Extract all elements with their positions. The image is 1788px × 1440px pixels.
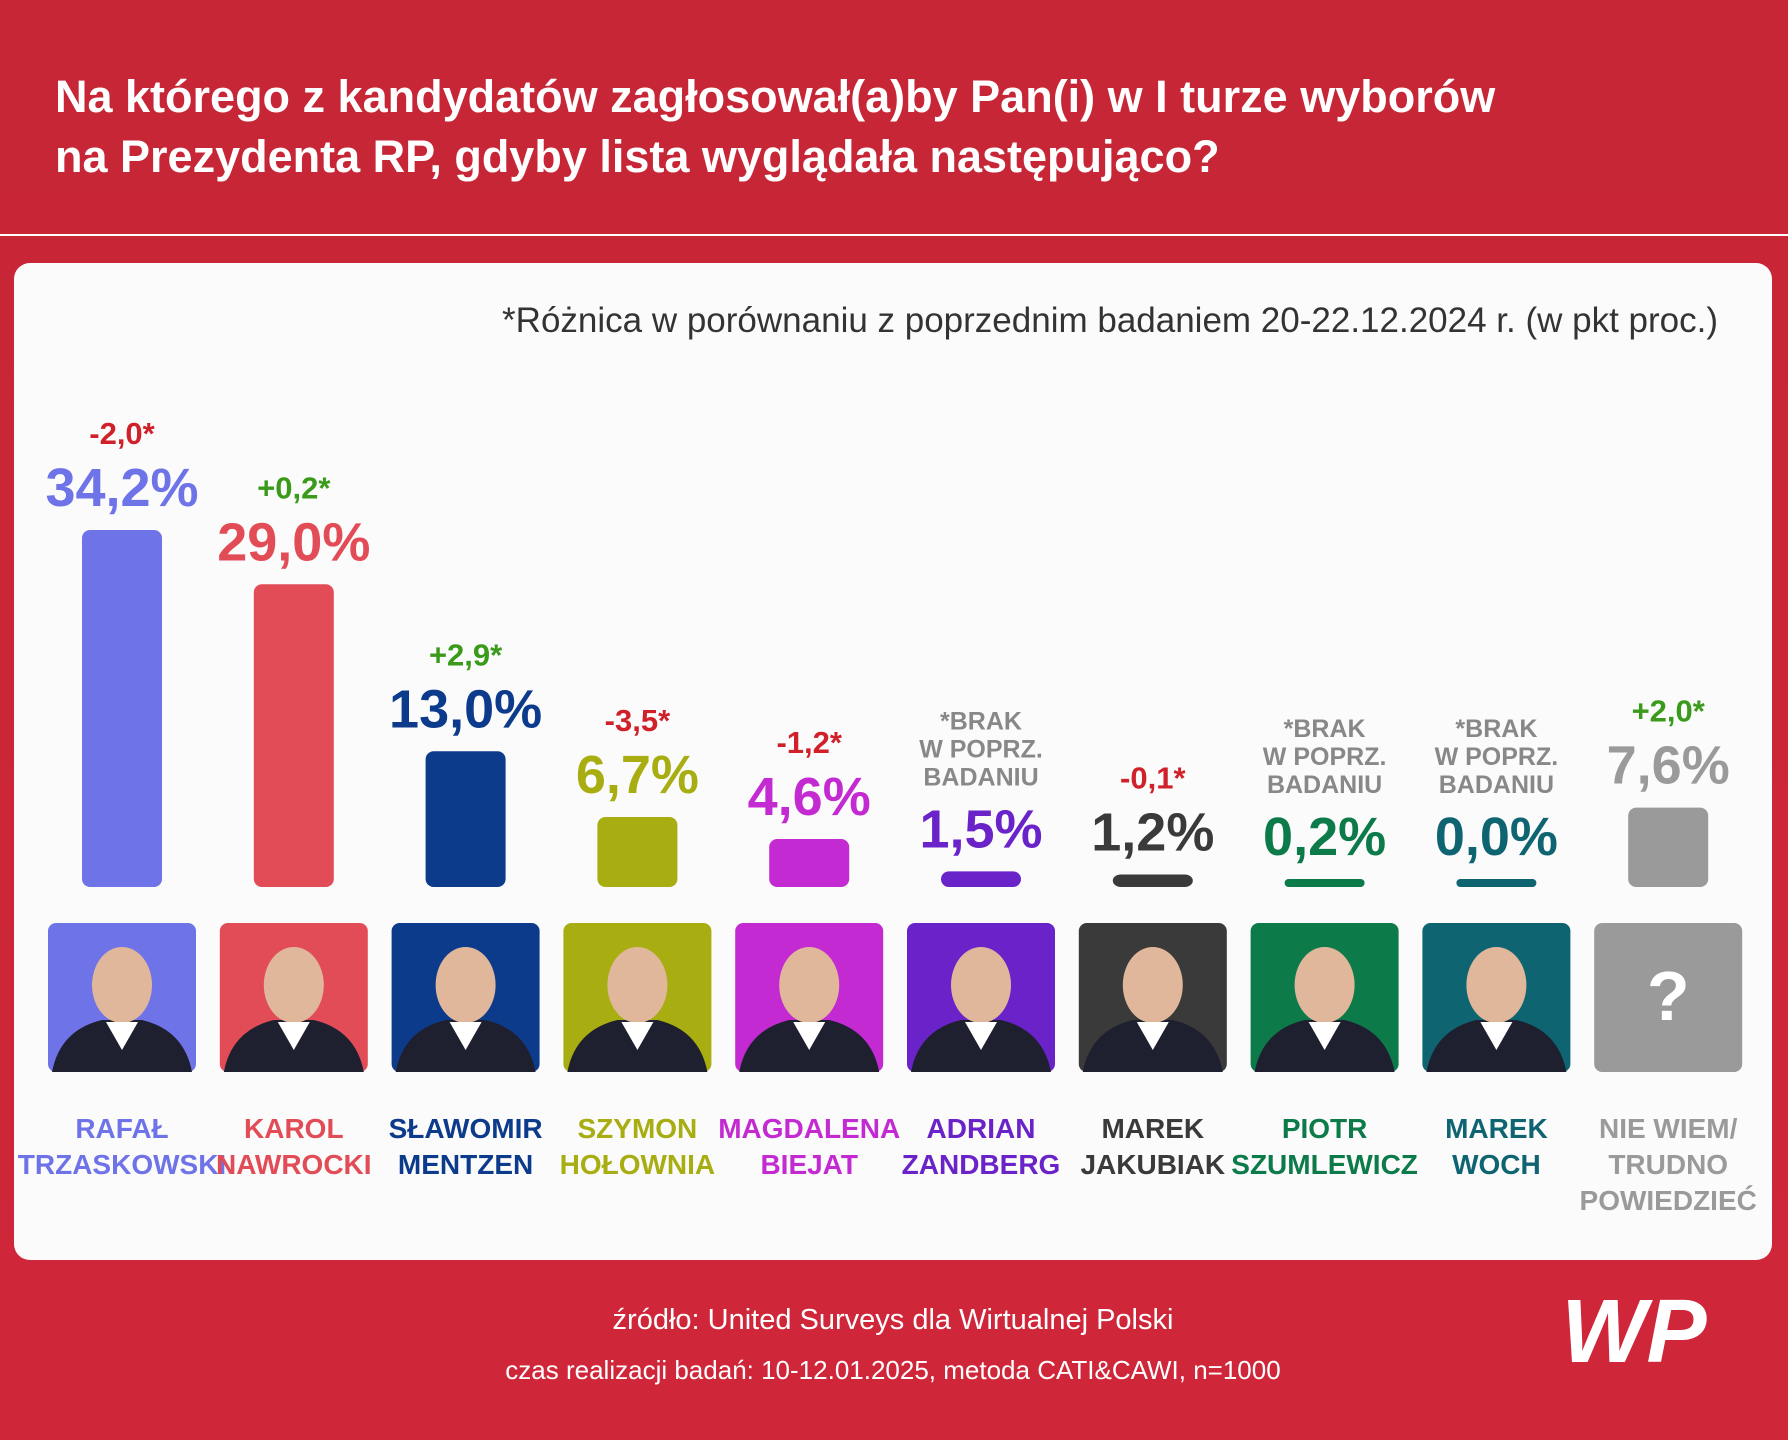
portrait-head — [92, 947, 152, 1023]
change-label: +2,9* — [429, 637, 503, 672]
portrait-head — [1294, 947, 1355, 1023]
portrait-head — [1466, 947, 1527, 1023]
value-label: 13,0% — [389, 679, 542, 739]
portrait-head — [779, 947, 840, 1023]
title: Na którego z kandydatów zagłosował(a)by … — [55, 71, 1496, 182]
value-label: 34,2% — [45, 458, 198, 518]
change-label: -2,0* — [89, 416, 155, 451]
logo: WP — [1562, 1282, 1708, 1382]
value-label: 4,6% — [748, 767, 871, 827]
portrait-head — [263, 947, 324, 1023]
portrait-head — [951, 947, 1011, 1023]
bar — [425, 751, 506, 887]
candidate-name: KAROL NAWROCKI — [216, 1113, 372, 1180]
value-label: 1,5% — [919, 799, 1042, 859]
bar — [253, 584, 334, 887]
portrait-collar — [1308, 1022, 1341, 1050]
portrait-collar — [449, 1022, 482, 1050]
note: *Różnica w porównaniu z poprzednim badan… — [502, 301, 1718, 340]
value-label: 29,0% — [217, 512, 370, 572]
bar — [941, 871, 1021, 887]
candidate-name: ADRIAN ZANDBERG — [902, 1113, 1061, 1180]
portrait-collar — [621, 1022, 654, 1050]
unknown-photo: ? — [1647, 957, 1690, 1035]
source: źródło: United Surveys dla Wirtualnej Po… — [613, 1304, 1174, 1336]
candidate-name: PIOTR SZUMLEWICZ — [1231, 1113, 1418, 1180]
photo — [1594, 923, 1743, 1072]
value-label: 0,0% — [1435, 807, 1558, 867]
change-label: -1,2* — [776, 725, 842, 760]
portrait-head — [607, 947, 668, 1023]
bar — [597, 817, 678, 887]
candidate-name: NIE WIEM/TRUDNO POWIEDZIEĆ — [1580, 1113, 1757, 1216]
candidate-name: MAREK WOCH — [1445, 1113, 1548, 1180]
candidate-name: MAREK JAKUBIAK — [1080, 1113, 1225, 1180]
portrait-collar — [1480, 1022, 1513, 1050]
candidate-name: SZYMON HOŁOWNIA — [560, 1113, 716, 1180]
portrait-collar — [106, 1022, 138, 1050]
portrait-collar — [965, 1022, 997, 1050]
bar — [1456, 879, 1537, 887]
change-label: *BRAK W POPRZ. BADANIU — [1435, 715, 1559, 799]
value-label: 0,2% — [1263, 807, 1386, 867]
bar — [1628, 807, 1709, 887]
change-label: +0,2* — [257, 470, 331, 505]
bar — [769, 838, 850, 887]
portrait-head — [435, 947, 496, 1023]
bar — [1284, 879, 1365, 887]
portrait-collar — [793, 1022, 826, 1050]
bar — [82, 530, 162, 887]
value-label: 7,6% — [1607, 736, 1730, 796]
candidate-name: RAFAŁ TRZASKOWSKI — [18, 1113, 226, 1180]
change-label: *BRAK W POPRZ. BADANIU — [919, 707, 1043, 791]
portrait-collar — [1136, 1022, 1169, 1050]
change-label: +2,0* — [1632, 694, 1706, 729]
change-label: *BRAK W POPRZ. BADANIU — [1263, 715, 1387, 799]
change-label: -0,1* — [1120, 760, 1186, 795]
candidate-name: MAGDALENA BIEJAT — [718, 1113, 900, 1180]
candidate-name: SŁAWOMIR MENTZEN — [389, 1113, 543, 1180]
details: czas realizacji badań: 10-12.01.2025, me… — [505, 1355, 1280, 1385]
value-label: 6,7% — [576, 745, 699, 805]
bar — [1112, 874, 1193, 887]
change-label: -3,5* — [605, 703, 671, 738]
portrait-head — [1122, 947, 1183, 1023]
portrait-collar — [277, 1022, 310, 1050]
value-label: 1,2% — [1091, 802, 1214, 862]
